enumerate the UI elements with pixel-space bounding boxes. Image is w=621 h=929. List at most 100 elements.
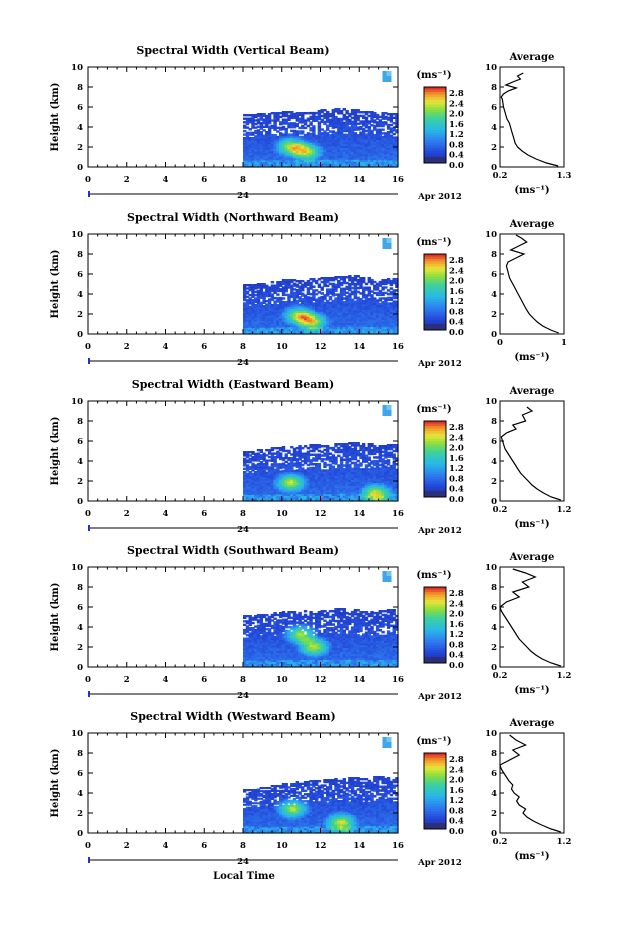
heatmap-cell [373, 119, 377, 122]
heatmap-cell [279, 328, 283, 332]
heatmap-cell [276, 159, 280, 163]
heatmap-cell [353, 447, 358, 451]
heatmap-cell [256, 298, 261, 301]
heatmap-cell [270, 448, 275, 452]
heatmap-cell [251, 457, 255, 460]
heatmap-cell [331, 478, 335, 482]
heatmap-cell [262, 462, 266, 466]
heatmap-cell [295, 495, 299, 498]
heatmap-cell [301, 301, 305, 304]
heatmap-cell [359, 120, 363, 123]
heatmap-cell [276, 452, 280, 455]
heatmap-cell [279, 457, 283, 461]
heatmap-cell [364, 330, 369, 333]
heatmap-cell [306, 482, 311, 485]
heatmap-cell [284, 328, 288, 331]
heatmap-cell [270, 293, 275, 296]
heatmap-cell [265, 165, 269, 168]
heatmap-cell [245, 151, 250, 154]
heatmap-cell [303, 480, 308, 483]
heatmap-cell [373, 308, 377, 311]
heatmap-cell [254, 310, 258, 313]
heatmap-cell [303, 154, 308, 157]
heatmap-cell [331, 141, 335, 145]
heatmap-cell [256, 320, 261, 323]
heatmap-cell [301, 146, 305, 150]
heatmap-cell [251, 451, 255, 454]
heatmap-cell [265, 138, 269, 141]
heatmap-cell [378, 141, 382, 144]
heatmap-cell [273, 304, 277, 307]
heatmap-cell [328, 309, 333, 312]
heatmap-cell [292, 308, 297, 311]
heatmap-cell [287, 155, 291, 159]
heatmap-cell [370, 315, 374, 318]
heatmap-cell [348, 120, 352, 124]
heatmap-cell [364, 111, 369, 114]
heatmap-cell [317, 304, 322, 307]
heatmap-cell [367, 290, 371, 293]
heatmap-cell [348, 138, 352, 141]
heatmap-cell [254, 315, 258, 318]
heatmap-cell [339, 127, 344, 131]
heatmap-cell [281, 153, 286, 157]
heatmap-cell [270, 311, 275, 314]
heatmap-cell [270, 161, 275, 164]
heatmap-cell [259, 311, 263, 315]
heatmap-cell [353, 304, 358, 308]
heatmap-cell [364, 135, 369, 138]
heatmap-cell [350, 306, 355, 310]
heatmap-cell [373, 467, 377, 470]
heatmap-cell [265, 291, 269, 294]
heatmap-cell [245, 292, 250, 295]
heatmap-cell [375, 299, 380, 302]
heatmap-cell [281, 479, 286, 482]
heatmap-cell [309, 157, 313, 160]
heatmap-cell [395, 472, 399, 475]
heatmap-cell [245, 658, 250, 661]
heatmap-cell [256, 145, 261, 148]
heatmap-cell [312, 483, 316, 487]
heatmap-cell [328, 130, 333, 133]
heatmap-cell [254, 661, 258, 665]
heatmap-cell [259, 320, 263, 323]
heatmap-cell [337, 293, 341, 296]
heatmap-cell [364, 112, 369, 116]
heatmap-cell [364, 320, 369, 324]
average-unit: (ms⁻¹) [514, 185, 549, 196]
heatmap-cell [243, 459, 247, 462]
heatmap-cell [362, 280, 366, 284]
colorbar-swatch [424, 436, 446, 440]
heatmap-cell [309, 129, 313, 132]
heatmap-cell [328, 153, 333, 156]
heatmap-cell [303, 482, 308, 485]
heatmap-cell [256, 154, 261, 157]
heatmap-cell [381, 146, 385, 150]
heatmap-cell [359, 139, 363, 142]
heatmap-cell [350, 116, 355, 120]
heatmap-cell [375, 293, 380, 297]
heatmap-cell [256, 120, 261, 123]
heatmap-cell [370, 139, 374, 142]
heatmap-cell [395, 281, 399, 285]
heatmap-cell [370, 116, 374, 120]
heatmap-cell [281, 118, 286, 121]
heatmap-cell [345, 444, 349, 448]
heatmap-cell [395, 161, 399, 164]
heatmap-cell [315, 493, 319, 496]
heatmap-cell [287, 293, 291, 297]
heatmap-cell [373, 330, 377, 333]
average-frame [499, 66, 565, 168]
heatmap-cell [251, 119, 255, 122]
heatmap-cell [309, 117, 313, 121]
heatmap-cell [337, 149, 341, 152]
heatmap-cell [362, 120, 366, 123]
heatmap-cell [284, 306, 288, 309]
heatmap-cell [295, 487, 299, 491]
heatmap-cell [353, 147, 358, 151]
heatmap-cell [353, 157, 358, 160]
heatmap-cell [337, 301, 341, 304]
heatmap-cell [370, 155, 374, 159]
heatmap-cell [279, 481, 283, 484]
heatmap-cell [267, 125, 272, 128]
